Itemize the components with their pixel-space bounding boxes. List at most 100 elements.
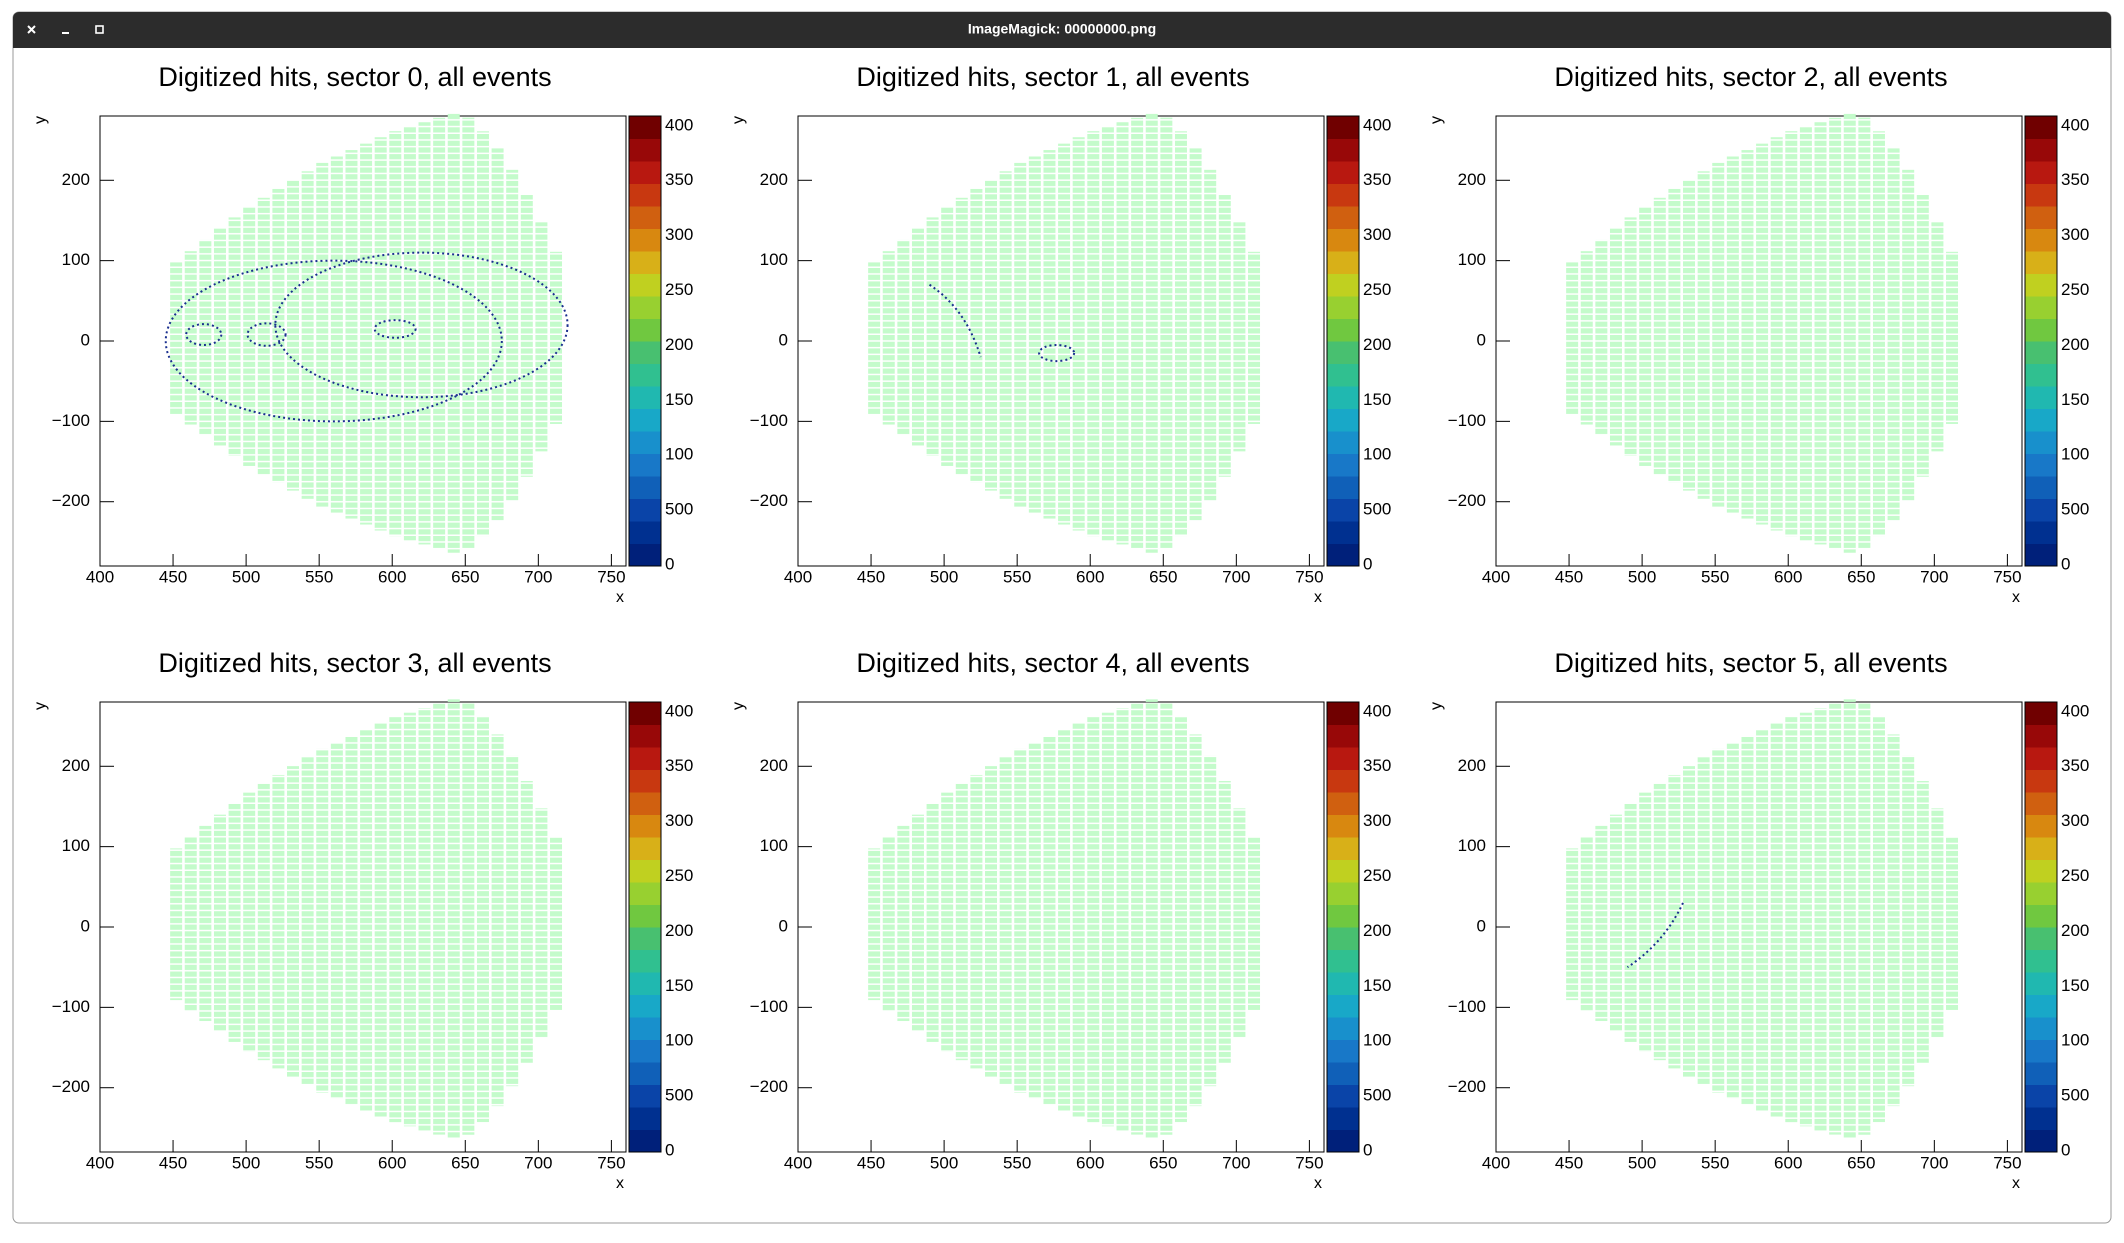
colorbar-bin: [1327, 228, 1359, 252]
colorbar-label: 0: [665, 554, 674, 573]
colorbar-label: 100: [2061, 1031, 2089, 1050]
colorbar-bin: [629, 273, 661, 297]
x-tick-label: 650: [1149, 1153, 1177, 1172]
colorbar-bin: [2025, 251, 2057, 274]
colorbar-bin: [1327, 994, 1359, 1018]
colorbar-label: 250: [1363, 280, 1391, 299]
colorbar-bin: [1327, 273, 1359, 297]
x-tick-label: 750: [1295, 567, 1323, 586]
cell-column: [1668, 774, 1681, 1069]
cell-column: [955, 783, 968, 1061]
colorbar-bin: [629, 814, 661, 838]
cell-column: [1595, 239, 1608, 436]
x-tick-label: 450: [1555, 1153, 1583, 1172]
colorbar-bin: [1327, 521, 1359, 544]
x-tick-label: 600: [378, 1153, 406, 1172]
hit-arc: [928, 283, 982, 358]
colorbar-bin: [629, 498, 661, 522]
cell-column: [985, 766, 998, 1077]
cell-column: [1858, 703, 1871, 1135]
cell-column: [1683, 180, 1696, 491]
x-tick-label: 400: [86, 1153, 114, 1172]
y-axis-label: y: [730, 116, 747, 124]
cell-column: [1218, 781, 1231, 1063]
y-tick-label: −100: [750, 411, 788, 430]
cell-column: [257, 197, 270, 475]
x-tick-label: 750: [1295, 1153, 1323, 1172]
colorbar-bin: [2025, 363, 2057, 387]
colorbar-label: 500: [1363, 1086, 1391, 1105]
cell-column: [1116, 122, 1129, 545]
colorbar-label: 150: [665, 976, 693, 995]
colorbar-bin: [2025, 543, 2057, 567]
colorbar-bin: [1327, 904, 1359, 928]
cell-column: [272, 188, 285, 483]
colorbar-bin: [629, 296, 661, 319]
cell-column: [1609, 228, 1622, 446]
cell-column: [287, 766, 300, 1077]
colorbar-bin: [2025, 1062, 2057, 1085]
cell-column: [897, 825, 910, 1022]
colorbar-bin: [1327, 1129, 1359, 1153]
cell-column: [955, 197, 968, 475]
colorbar-bin: [1327, 251, 1359, 274]
cell-column: [228, 217, 241, 456]
colorbar-bin: [1327, 882, 1359, 905]
x-tick-label: 700: [524, 1153, 552, 1172]
close-button[interactable]: [27, 25, 36, 34]
x-tick-label: 500: [1628, 1153, 1656, 1172]
cell-column: [1204, 169, 1217, 501]
cell-column: [1145, 699, 1158, 1139]
colorbar-bin: [1327, 138, 1359, 162]
histogram-panel: Digitized hits, sector 0, all events 400 4…: [32, 62, 693, 606]
maximize-button[interactable]: [95, 25, 104, 34]
cell-column: [1872, 717, 1885, 1123]
x-tick-label: 400: [1482, 567, 1510, 586]
colorbar-bin: [1327, 206, 1359, 229]
cell-column: [1131, 703, 1144, 1135]
cell-column: [1160, 703, 1173, 1135]
colorbar-label: 400: [2061, 701, 2089, 720]
cell-column: [243, 206, 256, 466]
x-tick-label: 450: [857, 567, 885, 586]
y-tick-label: −200: [750, 491, 788, 510]
colorbar-label: 0: [2061, 1140, 2070, 1159]
cell-column: [287, 180, 300, 491]
y-axis-label: y: [32, 116, 49, 124]
x-axis-label: x: [616, 589, 624, 606]
colorbar-bin: [2025, 994, 2057, 1018]
colorbar-bin: [629, 161, 661, 184]
colorbar-bin: [1327, 431, 1359, 454]
colorbar-bin: [1327, 183, 1359, 207]
cell-column: [360, 729, 373, 1111]
y-tick-label: −200: [750, 1077, 788, 1096]
y-axis-label: y: [1428, 116, 1445, 124]
x-tick-label: 750: [1993, 1153, 2021, 1172]
cell-column: [462, 703, 475, 1135]
x-tick-label: 650: [451, 567, 479, 586]
cell-column: [1189, 148, 1202, 521]
colorbar-bin: [629, 1062, 661, 1085]
cell-column: [257, 783, 270, 1061]
colorbar-bin: [2025, 724, 2057, 748]
panel-title: Digitized hits, sector 1, all events: [856, 62, 1249, 92]
cell-column: [1887, 148, 1900, 521]
hit-ring: [164, 259, 503, 423]
colorbar-bin: [629, 724, 661, 748]
cell-column: [1131, 117, 1144, 549]
x-axis-label: x: [1314, 589, 1322, 606]
colorbar-bin: [2025, 476, 2057, 499]
cell-column: [911, 228, 924, 446]
cell-column: [1931, 222, 1944, 452]
cell-column: [170, 848, 183, 1001]
colorbar-bin: [2025, 138, 2057, 162]
colorbar-bin: [2025, 702, 2057, 725]
cell-column: [1043, 736, 1056, 1105]
detector-cells: [1566, 113, 1959, 553]
colorbar-bin: [1327, 408, 1359, 432]
colorbar-frame: [628, 701, 662, 1153]
y-tick-label: 0: [1477, 916, 1486, 935]
colorbar-bin: [2025, 161, 2057, 184]
cell-column: [897, 239, 910, 436]
